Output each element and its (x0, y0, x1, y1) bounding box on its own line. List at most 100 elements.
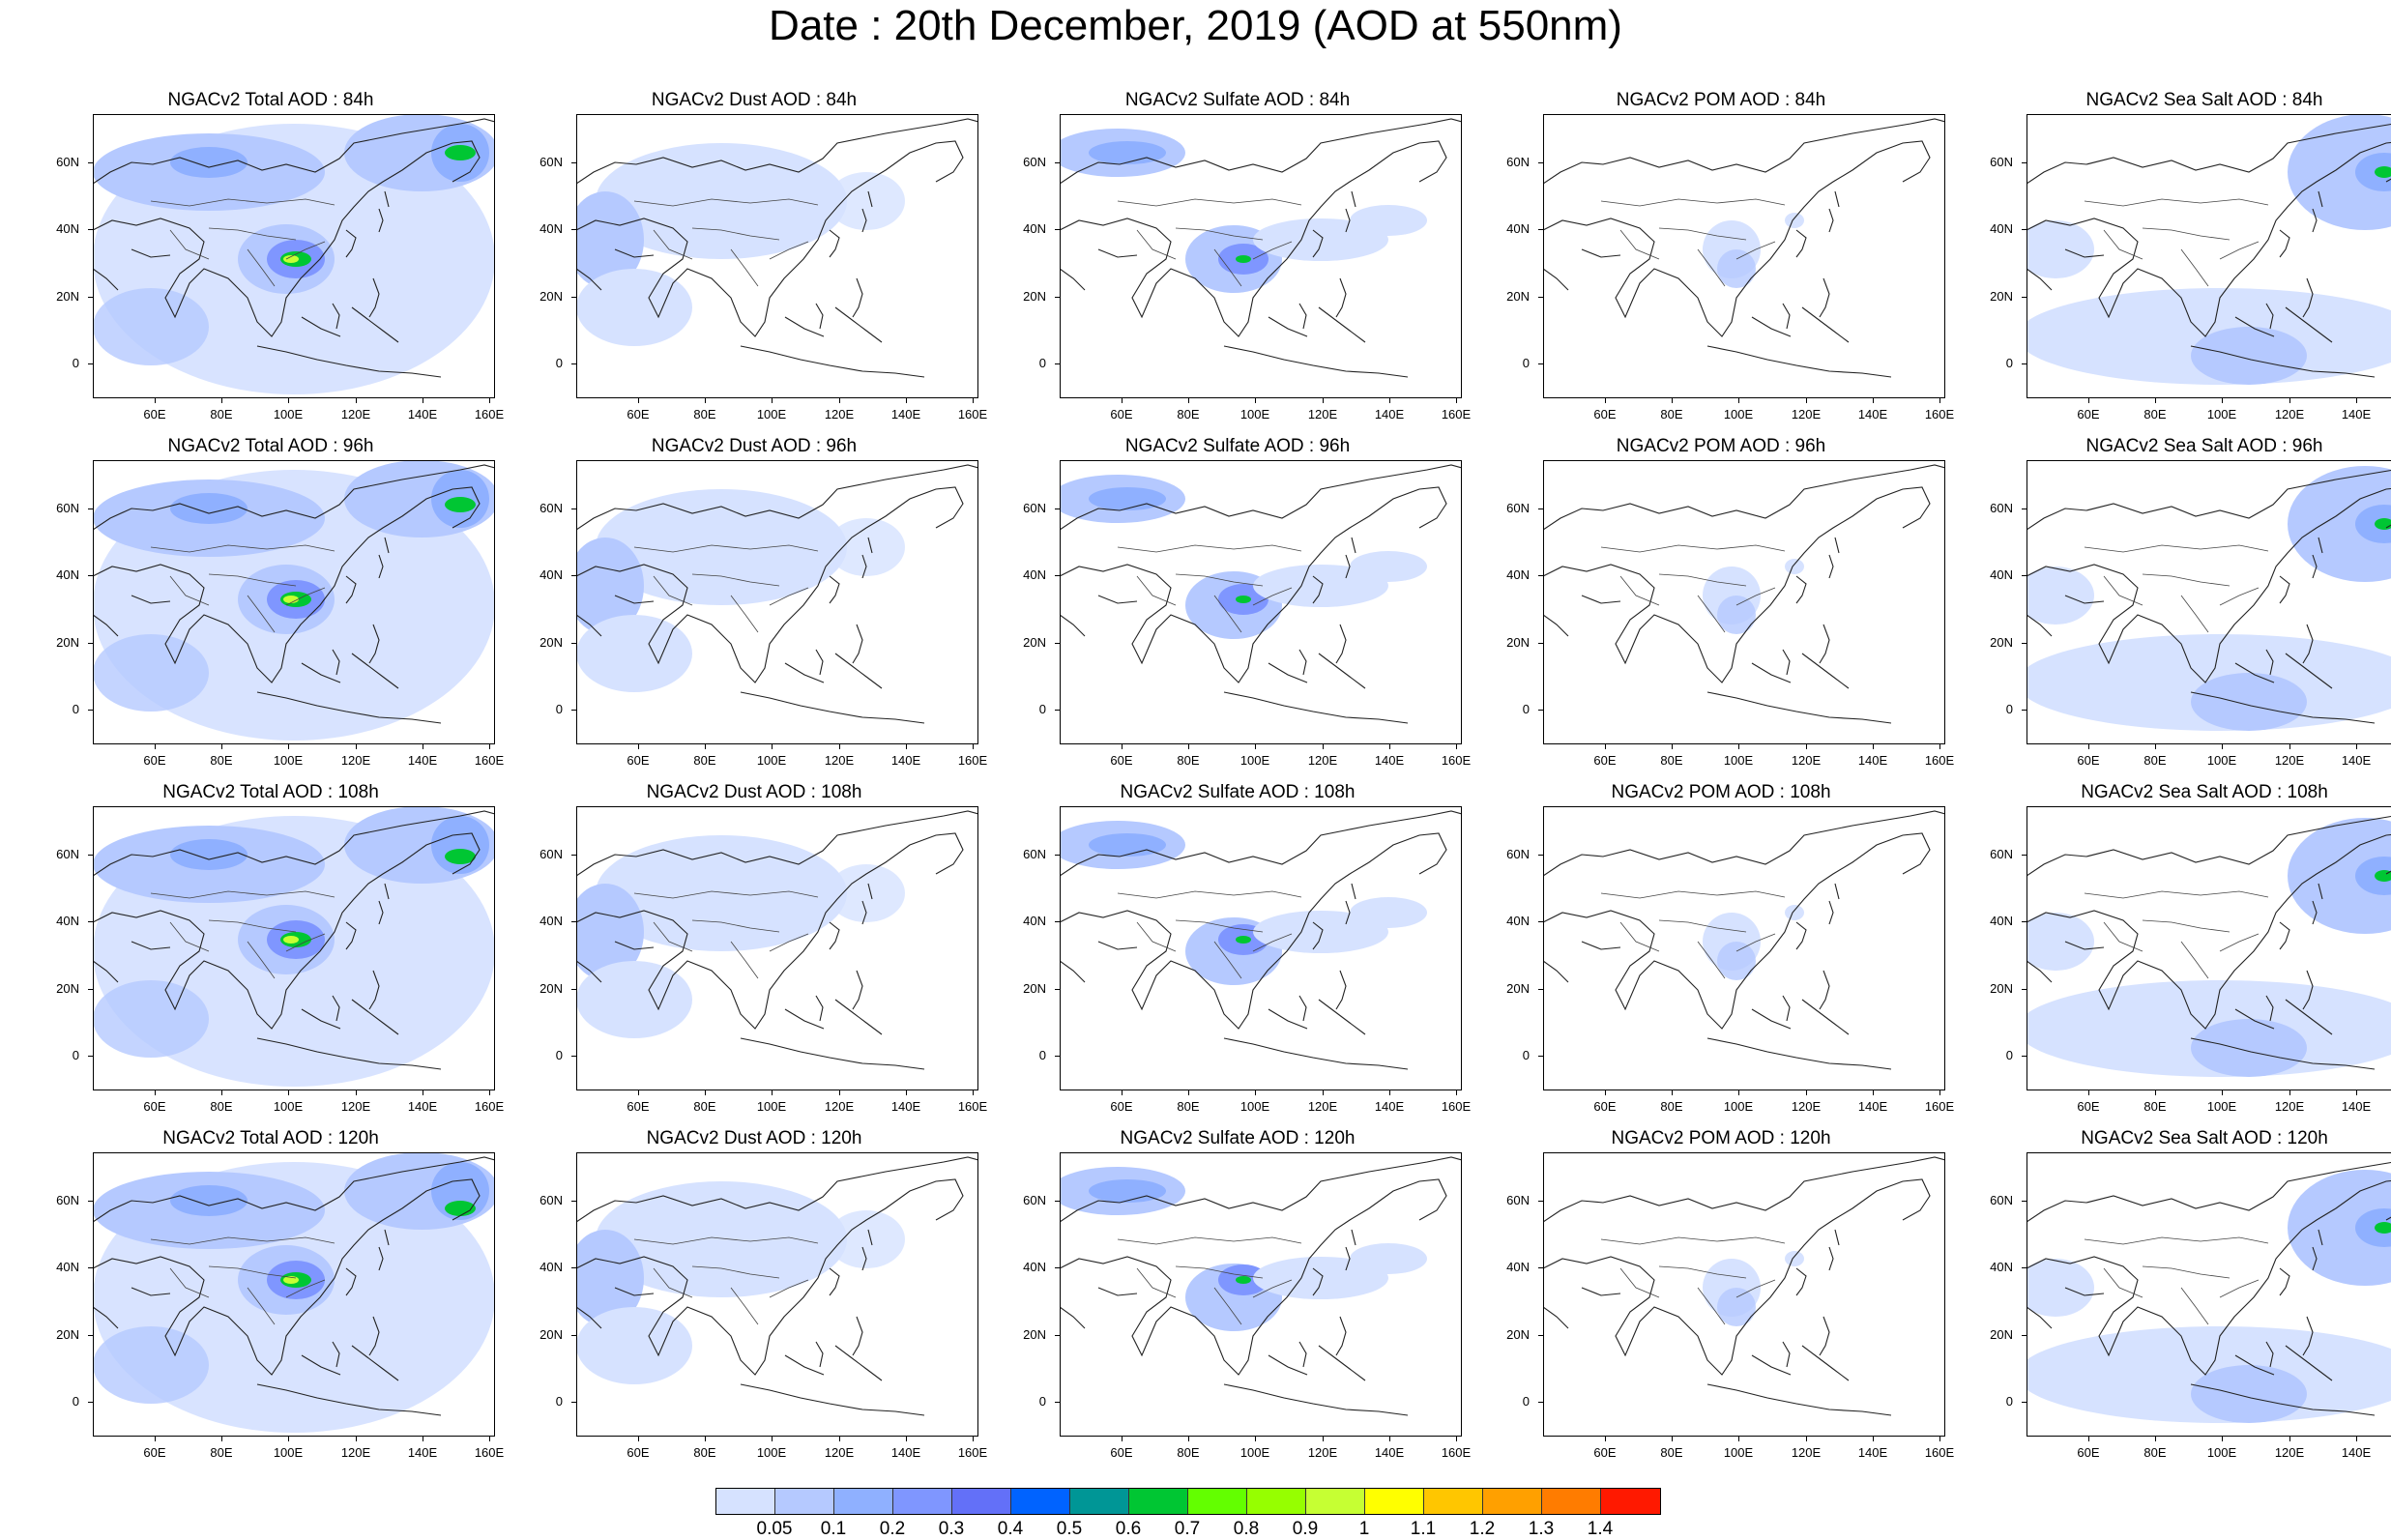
x-tick-label: 140E (2341, 753, 2372, 768)
colorbar-label: 0.9 (1292, 1519, 1319, 1539)
panel-title: NGACv2 Sea Salt AOD : 108h (2081, 782, 2328, 802)
y-tick (88, 1335, 93, 1336)
x-tick (1323, 744, 1324, 749)
x-tick-label: 60E (1110, 1445, 1133, 1460)
y-tick (2022, 229, 2027, 230)
y-tick-label: 0 (555, 702, 563, 716)
aod-field (1236, 596, 1251, 603)
x-tick-label: 100E (2206, 407, 2237, 421)
x-tick (2088, 1090, 2089, 1095)
x-tick (221, 398, 222, 403)
y-tick-label: 0 (1522, 356, 1530, 370)
aod-field (2355, 1208, 2391, 1247)
y-tick (1055, 989, 1060, 990)
country-borders (633, 544, 819, 633)
x-tick-label: 80E (693, 1099, 716, 1114)
map-plot-area (576, 114, 978, 398)
aod-field (1717, 942, 1756, 980)
country-borders (150, 198, 335, 287)
colorbar (715, 1488, 1661, 1515)
coastline (576, 118, 978, 378)
x-tick (2222, 1437, 2223, 1441)
country-borders (1117, 1236, 1302, 1325)
y-tick (88, 855, 93, 856)
x-tick (1122, 744, 1123, 749)
y-tick-label: 20N (539, 289, 563, 304)
y-tick-label: 20N (1023, 289, 1046, 304)
y-tick-label: 60N (1506, 847, 1530, 861)
y-tick-label: 40N (1990, 221, 2013, 236)
x-tick (1605, 1090, 1606, 1095)
country-borders (1600, 1236, 1786, 1325)
map-plot-area (576, 806, 978, 1090)
x-tick (1873, 398, 1874, 403)
y-tick (88, 162, 93, 163)
aod-field (1350, 897, 1427, 928)
y-tick-label: 60N (539, 1193, 563, 1207)
x-tick (638, 744, 639, 749)
x-tick (1456, 1437, 1457, 1441)
panel-title: NGACv2 Sulfate AOD : 96h (1124, 436, 1351, 456)
y-tick (1055, 363, 1060, 364)
aod-field (1236, 1276, 1251, 1284)
aod-field (828, 172, 905, 230)
x-tick-label: 80E (1177, 1099, 1200, 1114)
y-tick (1055, 855, 1060, 856)
aod-map (93, 806, 495, 1087)
x-tick-label: 140E (1374, 753, 1405, 768)
x-tick-label: 80E (210, 1099, 233, 1114)
aod-field (283, 596, 299, 603)
x-tick (1255, 1437, 1256, 1441)
aod-field (828, 1210, 905, 1268)
map-plot-area (576, 460, 978, 744)
aod-field (1253, 1257, 1388, 1299)
y-tick (1538, 162, 1543, 163)
colorbar-swatch (1247, 1489, 1306, 1514)
x-tick-label: 100E (756, 407, 787, 421)
x-tick (973, 744, 974, 749)
x-tick-label: 140E (1857, 407, 1888, 421)
x-tick (772, 1090, 773, 1095)
y-tick-label: 60N (539, 155, 563, 169)
x-tick-label: 100E (1723, 407, 1754, 421)
panel-title: NGACv2 Sea Salt AOD : 120h (2081, 1128, 2328, 1148)
colorbar-swatch (952, 1489, 1011, 1514)
aod-field (2191, 1019, 2307, 1077)
x-tick (1672, 744, 1673, 749)
x-tick (1672, 398, 1673, 403)
y-tick (571, 1402, 576, 1403)
x-tick-label: 160E (957, 1445, 988, 1460)
map-plot-area (1060, 460, 1462, 744)
x-tick (973, 1437, 974, 1441)
map-panel: NGACv2 POM AOD : 108h 60E 80E 100E 120E 140E 1… (1489, 781, 1954, 1129)
y-tick (2022, 297, 2027, 298)
x-tick (839, 1090, 840, 1095)
map-panel: NGACv2 Dust AOD : 120h 60E 80E 100E 120E 140E… (522, 1127, 987, 1475)
y-tick (1538, 508, 1543, 509)
y-tick-label: 60N (56, 847, 79, 861)
y-tick-label: 0 (1038, 356, 1046, 370)
aod-map (576, 810, 978, 1070)
y-tick (2022, 575, 2027, 576)
y-tick (1538, 921, 1543, 922)
y-tick-label: 60N (1990, 155, 2013, 169)
map-panel: NGACv2 Sulfate AOD : 108h 60E 80E 100E 120E 1… (1006, 781, 1471, 1129)
map-plot-area (1543, 806, 1945, 1090)
y-tick (2022, 855, 2027, 856)
x-tick (705, 744, 706, 749)
y-tick (571, 508, 576, 509)
y-tick (88, 1056, 93, 1057)
aod-field (1253, 565, 1388, 607)
aod-map (1060, 118, 1462, 378)
x-tick (489, 1437, 490, 1441)
x-tick (155, 744, 156, 749)
y-tick-label: 60N (56, 501, 79, 515)
x-tick-label: 100E (756, 1099, 787, 1114)
y-tick-label: 20N (56, 635, 79, 650)
colorbar-label: 0.6 (1115, 1519, 1142, 1539)
x-tick-label: 120E (2274, 1099, 2305, 1114)
y-tick-label: 60N (1990, 1193, 2013, 1207)
x-tick-label: 140E (407, 1099, 438, 1114)
x-tick (1122, 1437, 1123, 1441)
aod-field (2191, 673, 2307, 731)
